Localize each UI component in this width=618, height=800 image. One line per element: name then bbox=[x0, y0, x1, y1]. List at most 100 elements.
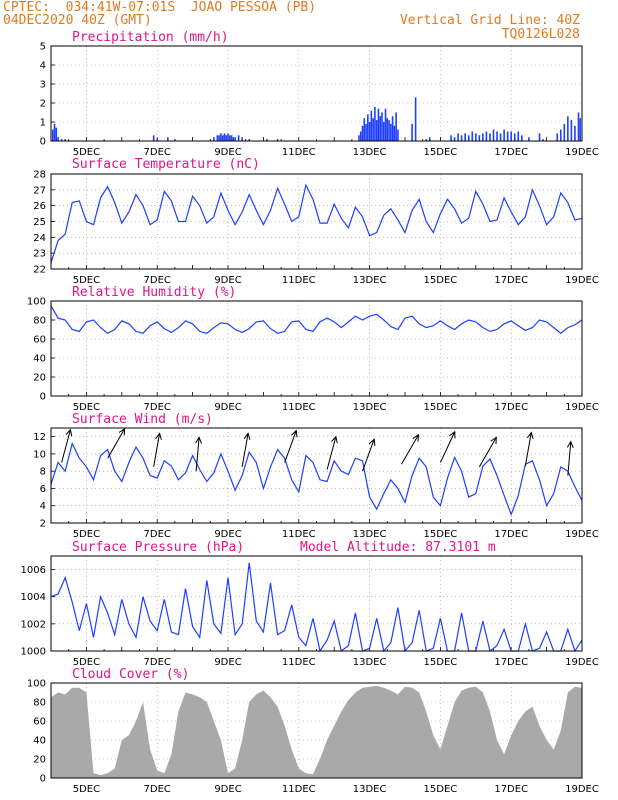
precip-ytick-label: 5 bbox=[40, 42, 46, 53]
precip-bar bbox=[414, 97, 417, 141]
precip-bar bbox=[60, 139, 63, 141]
precip-bar bbox=[363, 118, 366, 141]
temp-xtick-label: 11DEC bbox=[282, 275, 316, 286]
wind-frame bbox=[50, 427, 583, 524]
precip-bar bbox=[55, 127, 58, 141]
cloud-ytick-label: 20 bbox=[33, 755, 46, 766]
pres-xtick-label: 15DEC bbox=[424, 657, 458, 668]
temp-ytick-label: 25 bbox=[33, 217, 46, 228]
wind-title: Surface Wind (m/s) bbox=[72, 412, 213, 427]
precip-bar bbox=[359, 131, 362, 141]
wind-xtick-label: 5DEC bbox=[73, 529, 100, 540]
pres-frame bbox=[50, 555, 583, 652]
precip-bar bbox=[517, 131, 520, 141]
wind-ytick-label: 2 bbox=[40, 519, 46, 530]
wind-arrow-head bbox=[412, 433, 420, 442]
cloud-ytick-label: 60 bbox=[33, 717, 46, 728]
temp-xtick-label: 15DEC bbox=[424, 275, 458, 286]
rh-ytick-label: 0 bbox=[40, 392, 46, 403]
wind-arrow bbox=[439, 431, 456, 463]
wind-arrow bbox=[524, 432, 532, 467]
wind-arrow bbox=[401, 434, 419, 465]
temp-xtick-label: 5DEC bbox=[73, 275, 100, 286]
precip-title: Precipitation (mm/h) bbox=[72, 30, 229, 45]
temp-xtick-label: 7DEC bbox=[144, 275, 171, 286]
precip-bar bbox=[156, 139, 158, 141]
cloud-xtick-label: 19DEC bbox=[565, 784, 599, 795]
wind-arrow bbox=[478, 437, 497, 468]
wind-xtick-label: 15DEC bbox=[424, 529, 458, 540]
pres-ytick-label: 1002 bbox=[21, 619, 46, 630]
precip-bar bbox=[241, 137, 243, 141]
precip-bar bbox=[381, 112, 383, 141]
temp-ytick-label: 22 bbox=[33, 265, 46, 276]
precip-bar bbox=[221, 135, 224, 141]
precip-bar bbox=[489, 133, 491, 141]
pres-ytick-label: 1006 bbox=[21, 565, 46, 576]
precip-bar bbox=[577, 112, 580, 141]
wind-arrow bbox=[284, 430, 297, 463]
precip-bar bbox=[478, 135, 481, 141]
precip-bar bbox=[464, 133, 466, 141]
precip-bar bbox=[225, 135, 228, 141]
rh-series-line bbox=[50, 305, 583, 335]
wind-arrow bbox=[241, 433, 249, 467]
precip-bar bbox=[377, 108, 380, 141]
temp-series-line bbox=[50, 183, 583, 263]
precip-xtick-label: 5DEC bbox=[73, 147, 100, 158]
cloud-xtick-label: 17DEC bbox=[494, 784, 528, 795]
wind-arrow-head bbox=[526, 431, 534, 440]
precip-bar bbox=[372, 118, 374, 141]
precip-bar bbox=[567, 116, 569, 141]
precip-xtick-label: 15DEC bbox=[424, 147, 458, 158]
precip-bar bbox=[358, 135, 360, 141]
precip-bar bbox=[386, 118, 389, 141]
precip-ytick-label: 2 bbox=[40, 99, 46, 110]
precip-bar bbox=[450, 135, 452, 141]
wind-arrow-head bbox=[449, 430, 456, 439]
wind-arrow-head bbox=[195, 436, 203, 444]
wind-arrow bbox=[362, 439, 375, 472]
rh-ytick-label: 80 bbox=[33, 316, 46, 327]
precip-bar bbox=[499, 133, 502, 141]
precip-bar bbox=[510, 131, 512, 141]
precip-bar bbox=[538, 133, 541, 141]
precip-bar bbox=[51, 129, 54, 141]
wind-xtick-label: 17DEC bbox=[494, 529, 528, 540]
rh-xtick-label: 17DEC bbox=[494, 402, 528, 413]
precip-bar bbox=[506, 131, 509, 141]
cloud-xtick-label: 15DEC bbox=[424, 784, 458, 795]
precip-bar bbox=[230, 135, 233, 141]
precip-bar bbox=[232, 137, 235, 141]
precip-bar bbox=[213, 137, 215, 141]
precip-bar bbox=[53, 123, 56, 141]
wind-ytick-label: 12 bbox=[33, 432, 46, 443]
wind-ytick-label: 8 bbox=[40, 467, 46, 478]
cloud-xtick-label: 7DEC bbox=[144, 784, 171, 795]
rh-ytick-label: 60 bbox=[33, 335, 46, 346]
pres-title: Surface Pressure (hPa) bbox=[72, 540, 244, 555]
precip-bar bbox=[174, 139, 176, 141]
rh-xtick-label: 5DEC bbox=[73, 402, 100, 413]
wind-arrow bbox=[107, 428, 126, 459]
precip-bar bbox=[167, 137, 169, 141]
precip-bar bbox=[393, 125, 396, 141]
precip-bar bbox=[218, 135, 220, 141]
wind-arrow-head bbox=[291, 429, 298, 438]
precip-bar bbox=[556, 133, 559, 141]
temp-frame bbox=[50, 173, 583, 270]
precip-ytick-label: 0 bbox=[40, 137, 46, 148]
precip-bar bbox=[542, 139, 544, 141]
pres-annotation: Model Altitude: 87.3101 m bbox=[300, 540, 496, 555]
precip-bar bbox=[367, 114, 369, 141]
precip-bar bbox=[237, 135, 240, 141]
rh-xtick-label: 19DEC bbox=[565, 402, 599, 413]
pres-xtick-label: 9DEC bbox=[214, 657, 241, 668]
temp-ytick-label: 26 bbox=[33, 201, 46, 212]
precip-ytick-label: 3 bbox=[40, 80, 46, 91]
precip-bar bbox=[248, 139, 251, 141]
precip-bar bbox=[574, 125, 576, 141]
precip-bar bbox=[460, 135, 463, 141]
precip-bar bbox=[266, 139, 268, 141]
